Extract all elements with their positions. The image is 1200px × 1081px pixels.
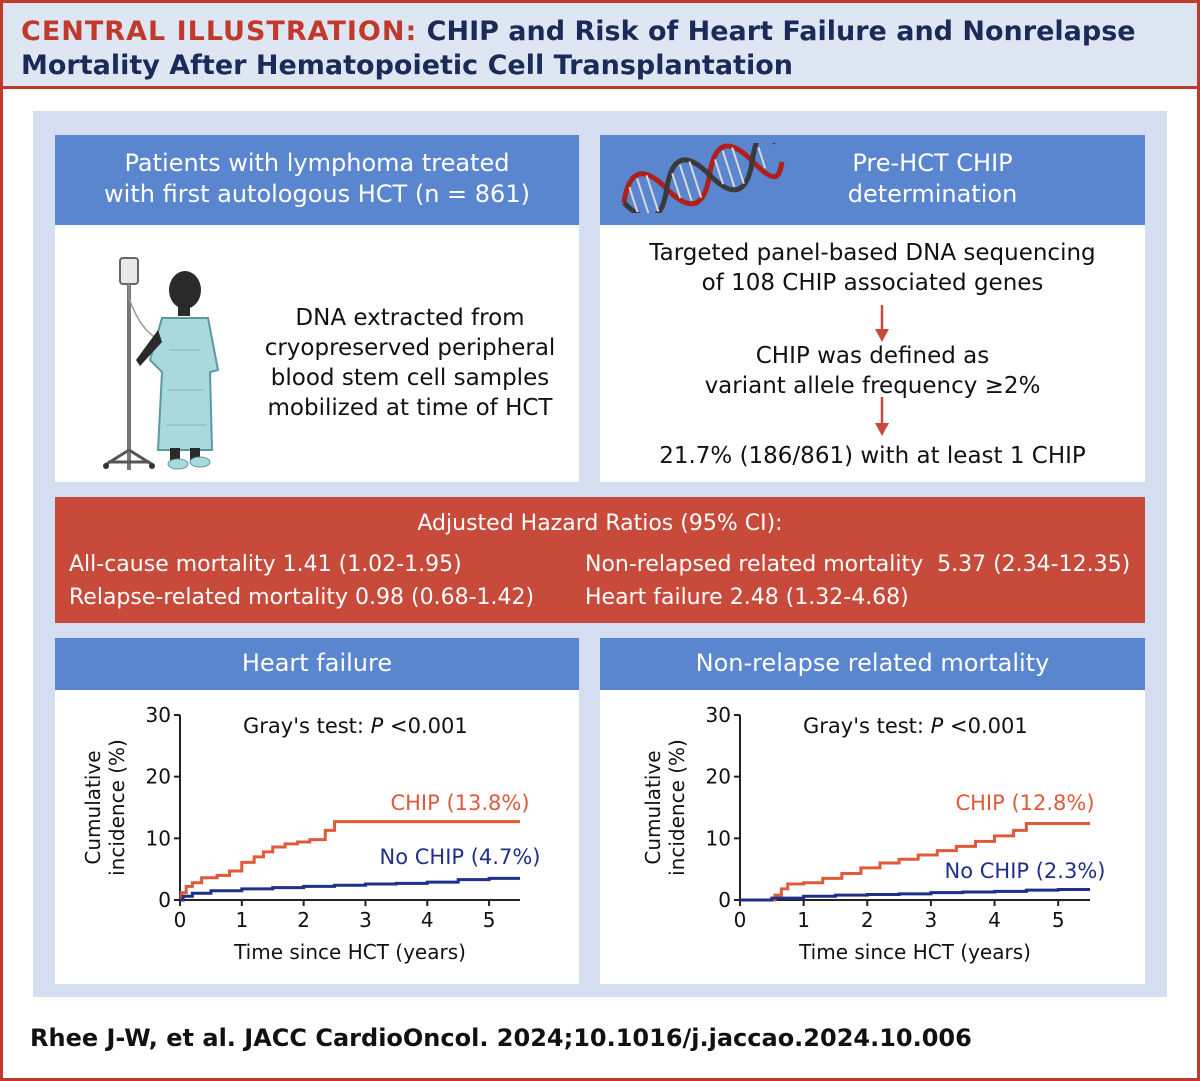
x-tick-label: 1 [235,908,248,932]
x-tick-label: 2 [861,908,874,932]
patient-with-iv-pole-icon [103,257,220,470]
header: CENTRAL ILLUSTRATION: CHIP and Risk of H… [3,3,1197,89]
arrow-down-icon [875,305,889,342]
chip-title-line-1: Pre-HCT CHIP [852,149,1013,177]
header-title-line-2: Mortality After Hematopoietic Cell Trans… [21,50,793,81]
chip-panel-header: Pre-HCT CHIP determination [600,135,1145,225]
x-tick-label: 2 [297,908,310,932]
series-label-1: No CHIP (2.3%) [945,859,1106,883]
nrm-chart: 0 10 20 30 0 1 2 3 4 5 Time since HCT (years) Cumul… [641,703,1106,964]
patients-title-line-1: Patients with lymphoma treated [124,149,510,177]
x-tick-label: 5 [1052,908,1065,932]
chip-step-2-line-2: variant allele frequency ≥2% [704,373,1041,399]
x-tick-label: 5 [483,908,496,932]
y-tick-label: 10 [706,826,731,850]
y-tick-label: 0 [158,888,171,912]
patients-title-line-2: with first autologous HCT (n = 861) [104,180,530,208]
y-tick-label: 20 [706,765,731,789]
chip-step-3: 21.7% (186/861) with at least 1 CHIP [659,443,1086,469]
patients-body-line-4: mobilized at time of HCT [267,395,553,421]
hazard-ratio-heart-failure: Heart failure 2.48 (1.32-4.68) [585,585,909,610]
x-axis-label: Time since HCT (years) [233,940,466,964]
grays-test-annotation: Gray's test: P <0.001 [803,714,1028,738]
chip-step-1-line-2: of 108 CHIP associated genes [701,270,1044,296]
patients-body-line-1: DNA extracted from [295,305,525,331]
chip-step-2-line-1: CHIP was defined as [755,343,990,369]
hazard-ratio-non-relapse: Non-relapsed related mortality 5.37 (2.3… [585,552,1131,577]
y-axis-label-line-1: Cumulative [641,750,665,864]
patients-body-text: DNA extracted from cryopreserved periphe… [260,303,560,423]
x-axis-label: Time since HCT (years) [798,940,1031,964]
chip-title-line-2: determination [847,180,1018,208]
header-line-1: CENTRAL ILLUSTRATION: CHIP and Risk of H… [21,15,1179,49]
y-tick-label: 20 [146,765,171,789]
patients-body-line-3: blood stem cell samples [270,365,550,391]
series-label-0: CHIP (12.8%) [955,791,1094,815]
dna-helix-icon [621,143,785,213]
hazard-ratio-all-cause: All-cause mortality 1.41 (1.02-1.95) [69,552,462,577]
chip-step-2: CHIP was defined as variant allele frequ… [600,341,1145,401]
citation: Rhee J-W, et al. JACC CardioOncol. 2024;… [30,1024,972,1052]
heart-failure-plot-panel: Heart failure 0 10 20 30 0 1 2 3 4 5 Time since HC… [55,638,579,984]
y-tick-label: 10 [146,826,171,850]
y-tick-label: 0 [718,888,731,912]
x-tick-label: 3 [359,908,372,932]
grays-test-annotation: Gray's test: P <0.001 [243,714,468,738]
header-title-line-1: CHIP and Risk of Heart Failure and Nonre… [426,16,1136,47]
x-tick-label: 4 [988,908,1001,932]
hazard-ratios-box: Adjusted Hazard Ratios (95% CI): All-cau… [55,497,1145,623]
series-line-1 [740,888,1090,902]
y-axis-label-line-2: incidence (%) [105,739,129,876]
heart-failure-plot-title: Heart failure [55,638,579,690]
x-tick-label: 0 [734,908,747,932]
header-label: CENTRAL ILLUSTRATION: [21,16,418,47]
x-tick-label: 0 [174,908,187,932]
chip-determination-panel: Pre-HCT CHIP determination Targeted pane… [600,135,1145,482]
y-axis-label-line-1: Cumulative [81,750,105,864]
hazard-ratios-title: Adjusted Hazard Ratios (95% CI): [417,511,783,536]
hazard-ratio-relapse: Relapse-related mortality 0.98 (0.68-1.4… [69,585,535,610]
x-tick-label: 4 [421,908,434,932]
y-tick-label: 30 [706,703,731,727]
chip-step-1: Targeted panel-based DNA sequencing of 1… [600,238,1145,298]
chip-step-1-line-1: Targeted panel-based DNA sequencing [649,240,1096,266]
series-label-1: No CHIP (4.7%) [380,845,541,869]
patients-panel: Patients with lymphoma treated with firs… [55,135,579,482]
x-tick-label: 1 [797,908,810,932]
x-tick-label: 3 [925,908,938,932]
series-line-1 [180,876,520,902]
y-tick-label: 30 [146,703,171,727]
series-line-0 [179,820,520,902]
patients-panel-header: Patients with lymphoma treated with firs… [55,135,579,225]
series-label-0: CHIP (13.8%) [390,791,529,815]
series-line-0 [740,822,1090,902]
nrm-plot-panel: Non-relapse related mortality 0 10 20 30 0 1 2… [600,638,1145,984]
arrow-down-icon [875,397,889,436]
nrm-plot-title: Non-relapse related mortality [600,638,1145,690]
heart-failure-chart: 0 10 20 30 0 1 2 3 4 5 Time since HCT (years) Cumul… [81,703,541,964]
y-axis-label-line-2: incidence (%) [665,739,689,876]
patients-body-line-2: cryopreserved peripheral [264,335,556,361]
